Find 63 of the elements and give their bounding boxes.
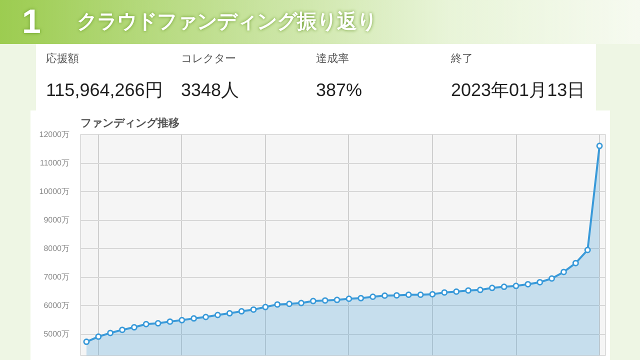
point xyxy=(262,304,269,310)
point xyxy=(95,333,102,340)
point xyxy=(405,292,412,298)
text: 1 xyxy=(22,2,41,43)
point xyxy=(130,324,138,331)
point xyxy=(250,306,257,313)
text: クラウドファンディング振り返り xyxy=(76,10,377,35)
y-tick-label: 9000万 xyxy=(44,216,70,225)
point xyxy=(298,300,304,306)
point xyxy=(370,294,376,300)
y-tick-label: 12000万 xyxy=(39,130,70,139)
text: 終了 xyxy=(451,52,474,67)
point xyxy=(274,301,281,308)
point xyxy=(536,278,544,286)
point xyxy=(238,308,245,315)
point xyxy=(286,300,293,308)
point xyxy=(119,326,126,334)
text: 3348人 xyxy=(181,78,240,102)
y-tick-label: 6000万 xyxy=(44,301,70,310)
point xyxy=(190,315,198,322)
point xyxy=(334,296,340,304)
text: コレクター xyxy=(181,52,237,67)
point xyxy=(465,287,472,294)
point xyxy=(596,142,603,150)
point xyxy=(322,297,328,304)
point xyxy=(548,275,556,282)
y-tick-label: 5000万 xyxy=(44,330,70,339)
point xyxy=(560,268,567,276)
point xyxy=(393,292,400,299)
point xyxy=(453,288,460,295)
point xyxy=(524,280,532,288)
point xyxy=(572,260,579,266)
text: 115,964,266円 xyxy=(46,78,164,102)
y-tick-label: 7000万 xyxy=(44,272,70,282)
point xyxy=(202,314,210,320)
point xyxy=(178,316,186,324)
point xyxy=(107,330,114,336)
point xyxy=(358,294,364,302)
point xyxy=(441,289,448,296)
point xyxy=(142,320,150,328)
point xyxy=(346,296,352,302)
point xyxy=(214,312,221,318)
point xyxy=(584,246,591,254)
point xyxy=(476,286,484,294)
y-tick-label: 10000万 xyxy=(39,187,70,196)
point xyxy=(429,290,436,298)
point xyxy=(488,284,496,292)
point xyxy=(154,320,162,327)
y-tick-label: 11000万 xyxy=(40,158,70,168)
text: 2023年01月13日 xyxy=(451,78,586,102)
point xyxy=(500,284,508,290)
text: 達成率 xyxy=(316,52,350,67)
point xyxy=(310,298,316,304)
point xyxy=(382,292,388,299)
point xyxy=(512,282,520,290)
point xyxy=(417,292,424,298)
text: 応援額 xyxy=(46,52,80,67)
point xyxy=(83,338,90,346)
text: 387% xyxy=(316,78,364,102)
point xyxy=(226,310,233,317)
y-tick-label: 8000万 xyxy=(44,244,70,254)
point xyxy=(166,318,174,325)
chart-title: ファンディング推移 xyxy=(80,116,180,130)
